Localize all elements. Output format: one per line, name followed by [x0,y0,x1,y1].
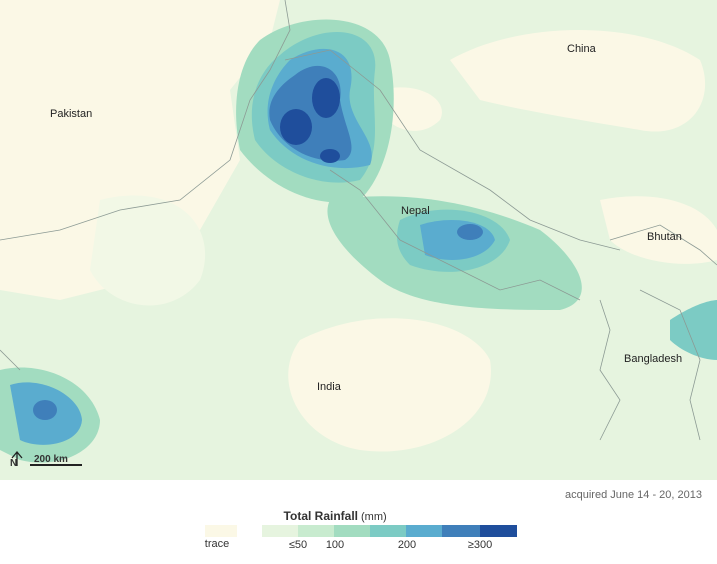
legend-label: ≤50 [289,539,307,551]
country-label: China [567,43,597,55]
legend-label: 100 [326,539,344,551]
legend-label: ≥300 [468,539,492,551]
legend-title: Total Rainfall [284,509,358,523]
legend-unit: (mm) [361,511,387,523]
country-label: Bhutan [647,231,682,243]
legend-label: trace [205,538,229,550]
country-label: Nepal [401,205,430,217]
country-label: India [317,381,342,393]
scale-bar: N 200 km [10,450,82,469]
country-label: Bangladesh [624,353,682,365]
legend-label: 200 [398,539,416,551]
map [0,0,717,480]
north-arrow: N [10,458,17,469]
legend: Total Rainfall (mm) trace ≤50 100 200 ≥3… [205,509,517,551]
map-labels: Pakistan China Nepal Bhutan Bangladesh I… [50,43,682,393]
country-label: Pakistan [50,108,92,120]
caption: acquired June 14 - 20, 2013 [565,489,702,501]
scale-label: 200 km [34,454,68,465]
